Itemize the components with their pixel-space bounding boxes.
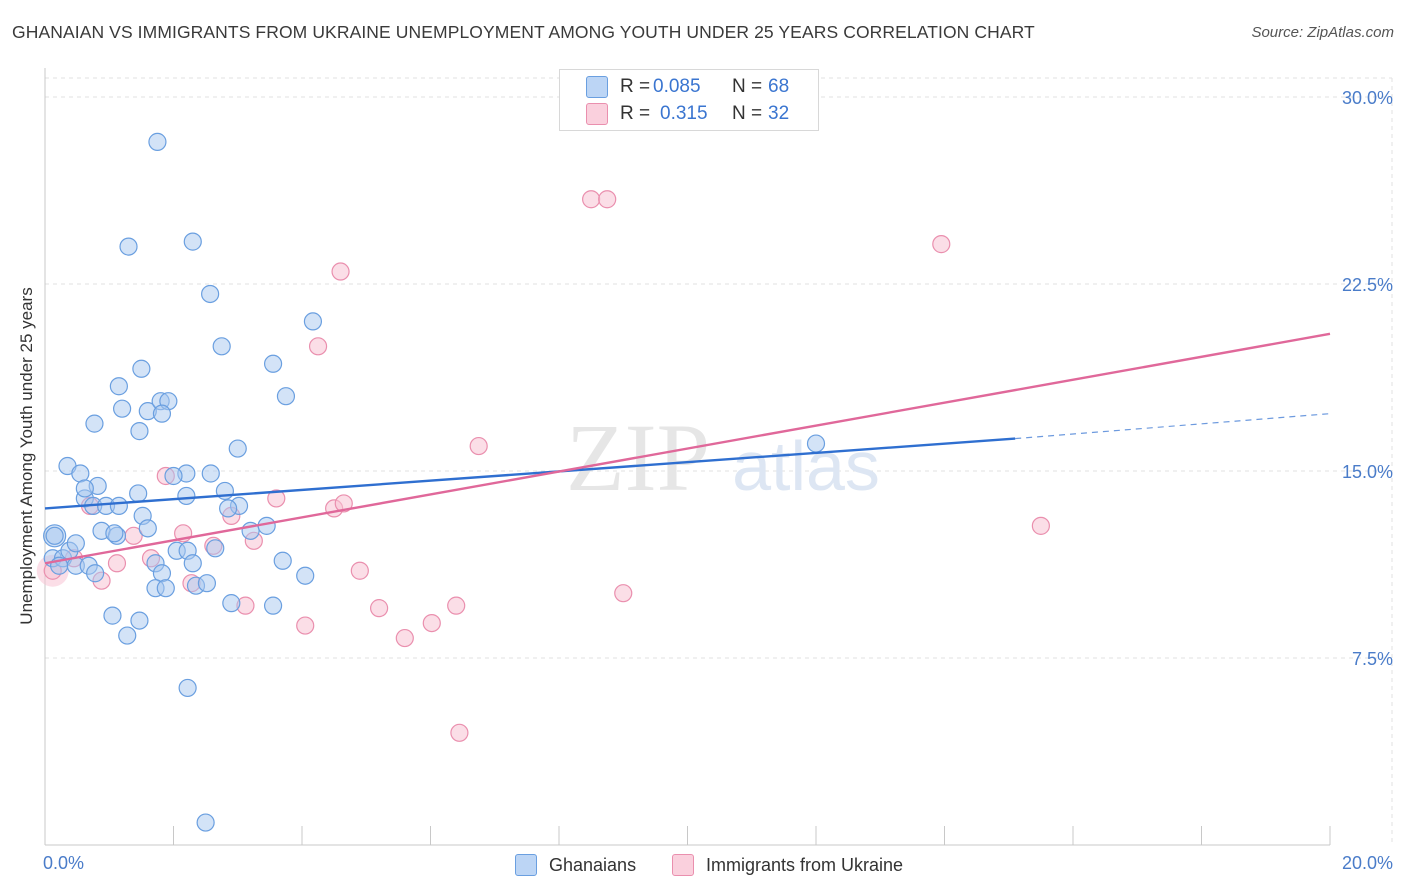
x-tick-label: 0.0% — [43, 853, 84, 873]
ukraine-point — [350, 561, 369, 580]
source-label: Source: ZipAtlas.com — [1251, 24, 1394, 41]
ukraine-point — [598, 190, 617, 209]
x-tick-label: 20.0% — [1342, 853, 1393, 873]
watermark-atlas: atlas — [732, 427, 880, 505]
gridlines — [45, 77, 1393, 845]
ukraine-point — [450, 723, 469, 742]
ghanaians-point — [105, 524, 124, 543]
ghanaians-point — [212, 337, 231, 356]
legend-swatch-ghanaians — [586, 76, 608, 98]
ghanaians-point — [178, 678, 197, 698]
legend-r-label: R = — [620, 76, 651, 97]
legend-swatch-ghanaians — [515, 854, 537, 876]
ghanaians-point — [196, 813, 215, 832]
legend-n-label: N = — [732, 76, 763, 97]
ghanaians-point — [228, 439, 247, 458]
legend-item-ghanaians: Ghanaians — [515, 851, 636, 879]
y-axis-label: Unemployment Among Youth under 25 years — [17, 287, 36, 624]
legend-n-label: N = — [732, 103, 763, 124]
legend-r-label: R = — [620, 103, 651, 124]
ukraine-point — [308, 337, 328, 356]
legend-n-value-ukraine: 32 — [768, 103, 790, 124]
correlation-legend: R = 0.085 N = 68 R = 0.315 N = 32 — [559, 69, 819, 131]
ghanaians-point — [183, 554, 202, 573]
ghanaians-point — [197, 574, 217, 593]
ukraine-point — [422, 613, 441, 633]
ghanaians-point — [296, 566, 315, 585]
ghanaians-trend-extension — [1015, 413, 1331, 440]
ukraine-point — [370, 599, 389, 618]
ghanaians-point — [66, 534, 85, 553]
ghanaians-point — [75, 479, 94, 498]
ghanaians-point — [201, 464, 220, 483]
ghanaians-point — [219, 499, 238, 518]
legend-swatch-ukraine — [672, 854, 694, 876]
ghanaians-point — [222, 594, 241, 613]
ghanaians-point — [148, 132, 167, 151]
ghanaians-point — [201, 284, 220, 304]
series-ghanaians-points — [43, 132, 826, 832]
legend-row-ukraine: R = 0.315 N = 32 — [560, 101, 818, 127]
y-tick-label: 7.5% — [1352, 649, 1393, 669]
ghanaians-point — [132, 359, 151, 378]
axes — [44, 68, 1331, 846]
ghanaians-point — [177, 486, 196, 506]
series-legend: Ghanaians Immigrants from Ukraine — [0, 851, 1406, 879]
ukraine-point — [267, 489, 286, 508]
ghanaians-point — [156, 579, 175, 598]
y-tick-label: 15.0% — [1342, 462, 1393, 482]
chart-title: GHANAIAN VS IMMIGRANTS FROM UKRAINE UNEM… — [12, 22, 1035, 42]
ghanaians-point — [85, 414, 104, 433]
ghanaians-point — [276, 387, 296, 406]
ukraine-point — [1031, 516, 1050, 535]
ghanaians-point — [109, 496, 128, 516]
legend-item-ukraine: Immigrants from Ukraine — [672, 851, 903, 879]
tick-labels: 7.5% 15.0% 22.5% 30.0% 0.0% 20.0% — [43, 88, 1393, 873]
ghanaians-point — [103, 606, 122, 625]
ghanaians-trend-line — [44, 437, 1016, 510]
ukraine-point — [469, 436, 488, 456]
legend-row-ghanaians: R = 0.085 N = 68 — [560, 74, 818, 100]
ghanaians-point — [86, 564, 105, 583]
ukraine-point — [395, 628, 414, 648]
ghanaians-point — [112, 399, 132, 418]
legend-swatch-ukraine — [586, 103, 608, 125]
ukraine-point — [582, 190, 601, 209]
legend-r-value-ukraine: 0.315 — [660, 103, 708, 124]
ghanaians-point — [119, 237, 138, 256]
legend-label-ghanaians: Ghanaians — [549, 854, 637, 875]
trend-lines — [44, 332, 1331, 565]
ghanaians-point — [164, 466, 183, 486]
ukraine-point — [447, 596, 466, 615]
ghanaians-point — [138, 519, 157, 538]
ukraine-point — [614, 584, 633, 603]
ukraine-point — [932, 235, 951, 254]
ghanaians-point — [71, 464, 90, 483]
ghanaians-point — [130, 422, 149, 441]
ukraine-point — [296, 616, 315, 635]
ghanaians-point — [263, 354, 283, 373]
ghanaians-point — [263, 596, 283, 615]
ghanaians-point — [206, 539, 225, 558]
ghanaians-point — [152, 404, 172, 423]
ghanaians-point — [183, 232, 202, 251]
ghanaians-point — [118, 626, 137, 645]
ghanaians-point — [130, 611, 149, 630]
ukraine-point — [331, 262, 350, 281]
ghanaians-point — [806, 434, 826, 453]
ukraine-point — [107, 554, 127, 573]
legend-n-value-ghanaians: 68 — [768, 76, 790, 97]
ghanaians-point — [273, 551, 292, 570]
y-tick-label: 30.0% — [1342, 88, 1393, 108]
legend-r-value-ghanaians: 0.085 — [653, 76, 701, 97]
ukraine-point — [334, 494, 353, 513]
ghanaians-point — [109, 377, 128, 396]
ukraine-trend-line — [44, 332, 1331, 565]
legend-label-ukraine: Immigrants from Ukraine — [706, 854, 904, 875]
ghanaians-point — [303, 312, 323, 331]
ghanaians-point — [129, 484, 148, 503]
y-tick-label: 22.5% — [1342, 275, 1393, 295]
ghanaians-point — [45, 526, 64, 545]
